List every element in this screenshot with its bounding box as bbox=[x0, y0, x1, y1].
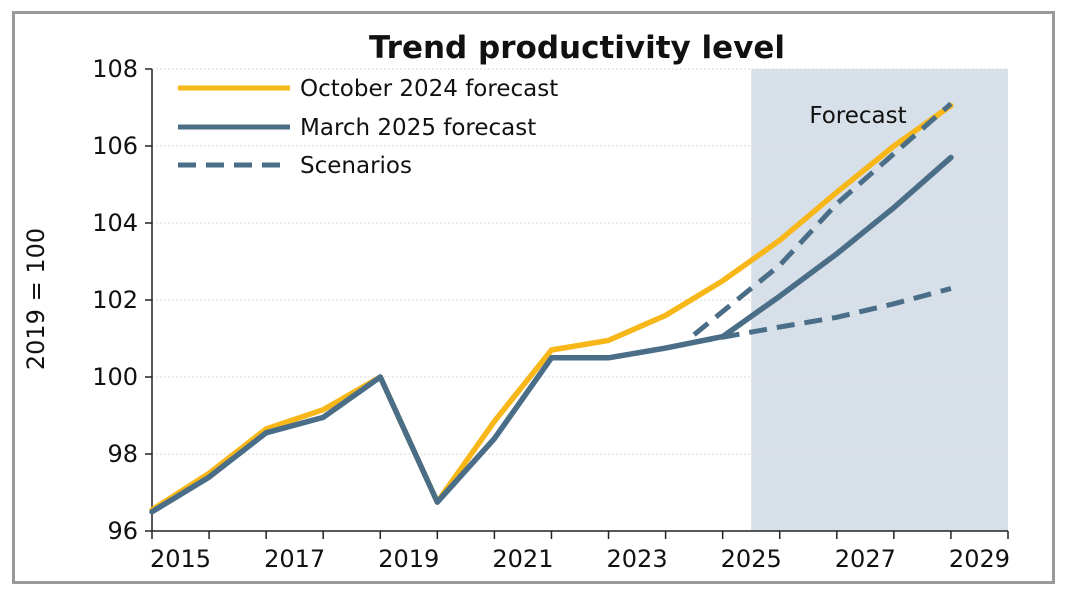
x-tick-label: 2015 bbox=[150, 545, 211, 573]
legend-label: Scenarios bbox=[300, 153, 412, 179]
x-tick-label: 2019 bbox=[378, 545, 439, 573]
gridlines bbox=[152, 68, 1008, 532]
forecast-label: Forecast bbox=[809, 103, 906, 129]
axes: 96 98 100 102 104 106 108 2015 2017 2019 2021 2023 2… bbox=[92, 55, 1010, 573]
legend-label: March 2025 forecast bbox=[300, 115, 536, 141]
series-scenario-line-1 bbox=[692, 101, 953, 337]
y-tick-label: 96 bbox=[107, 517, 138, 545]
y-axis-label: 2019 = 100 bbox=[22, 228, 50, 370]
y-tick-label: 108 bbox=[92, 55, 138, 83]
series-line-1 bbox=[149, 102, 954, 513]
series-line-2 bbox=[149, 154, 954, 515]
y-tick-label: 100 bbox=[92, 363, 138, 391]
x-tick-label: 2023 bbox=[607, 545, 668, 573]
series-scenario-line-2 bbox=[693, 286, 952, 345]
chart-title: Trend productivity level bbox=[369, 30, 785, 66]
y-tick-label: 102 bbox=[92, 286, 138, 314]
x-tick-label: 2017 bbox=[264, 545, 325, 573]
y-tick-label: 98 bbox=[107, 440, 138, 468]
legend-label: October 2024 forecast bbox=[300, 76, 558, 102]
y-tick-label: 106 bbox=[92, 132, 138, 160]
x-tick-label: 2025 bbox=[721, 545, 782, 573]
x-tick-label: 2021 bbox=[492, 545, 553, 573]
x-tick-label: 2027 bbox=[835, 545, 896, 573]
legend: October 2024 forecast March 2025 forecast… bbox=[178, 76, 558, 179]
y-tick-label: 104 bbox=[92, 209, 138, 237]
series-lines bbox=[149, 101, 954, 515]
x-tick-label: 2029 bbox=[949, 545, 1010, 573]
